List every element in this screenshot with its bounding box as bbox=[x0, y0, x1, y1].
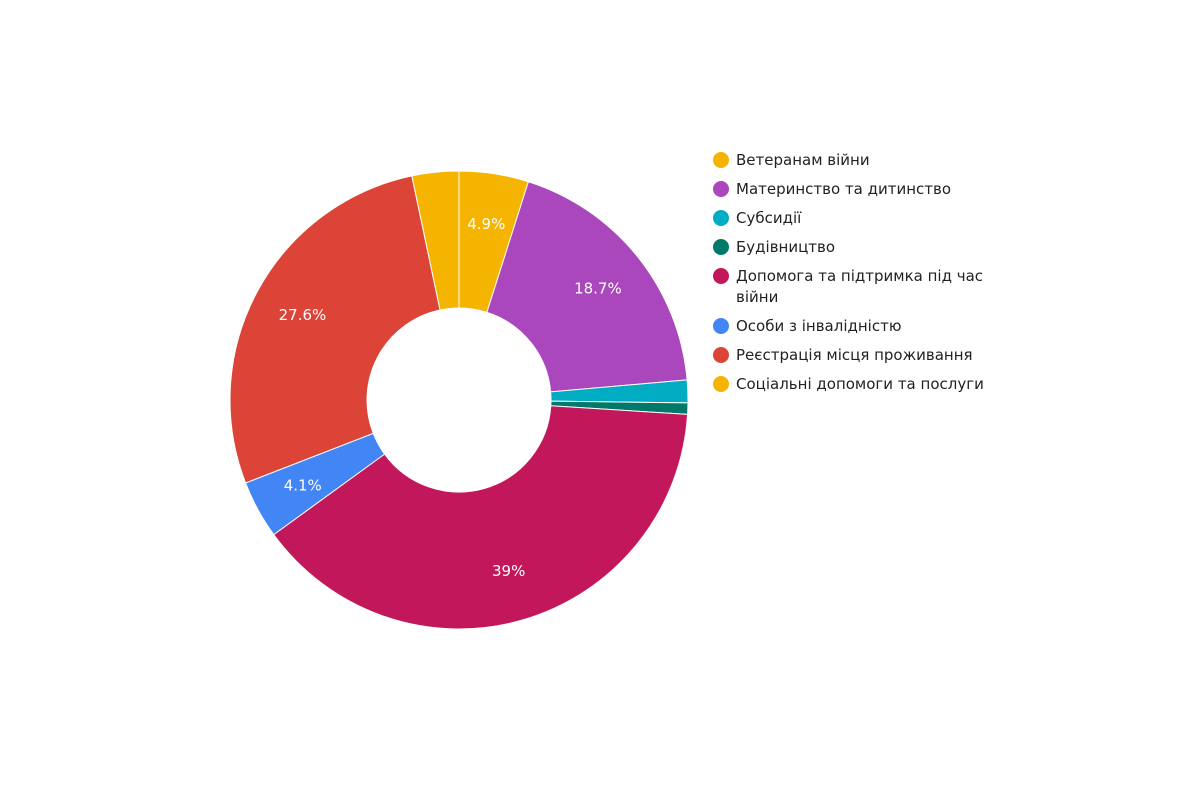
legend-swatch bbox=[713, 376, 729, 392]
slice-label-материнство-та-дитинство: 18.7% bbox=[574, 280, 622, 298]
slice-реєстрація-місця-проживання[interactable] bbox=[229, 175, 441, 484]
legend-swatch bbox=[713, 152, 729, 168]
legend-swatch bbox=[713, 239, 729, 255]
legend-item-особи-з-інвалідністю[interactable]: Особи з інвалідністю bbox=[713, 316, 1013, 337]
legend-label: Материнство та дитинство bbox=[736, 180, 952, 198]
legend-item-будівництво[interactable]: Будівництво bbox=[713, 237, 1013, 258]
legend-swatch bbox=[713, 318, 729, 334]
chart-legend: Ветеранам війни Материнство та дитинство С… bbox=[713, 150, 1013, 403]
legend-swatch bbox=[713, 347, 729, 363]
legend-label: Особи з інвалідністю bbox=[736, 317, 902, 335]
slice-допомога-та-підтримка-під-час-війни[interactable] bbox=[273, 405, 689, 630]
legend-swatch bbox=[713, 210, 729, 226]
legend-item-субсидії[interactable]: Субсидії bbox=[713, 208, 1013, 229]
legend-label: Допомога та підтримка під час війни bbox=[736, 267, 984, 306]
legend-label: Субсидії bbox=[736, 209, 802, 227]
legend-label: Будівництво bbox=[736, 238, 836, 256]
legend-label: Ветеранам війни bbox=[736, 151, 870, 169]
slice-материнство-та-дитинство[interactable] bbox=[486, 181, 688, 393]
slice-соціальні-допомоги-та-послуги[interactable] bbox=[411, 170, 460, 311]
slice-label-особи-з-інвалідністю: 4.1% bbox=[284, 476, 322, 494]
legend-item-реєстрація-місця-проживання[interactable]: Реєстрація місця проживання bbox=[713, 345, 1013, 366]
slice-label-реєстрація-місця-проживання: 27.6% bbox=[279, 306, 327, 324]
legend-item-допомога-та-підтримка-під-час-війни[interactable]: Допомога та підтримка під час війни bbox=[713, 266, 1013, 308]
slice-label-допомога-та-підтримка-під-час-війни: 39% bbox=[492, 562, 525, 580]
legend-swatch bbox=[713, 268, 729, 284]
legend-item-соціальні-допомоги-та-послуги[interactable]: Соціальні допомоги та послуги bbox=[713, 374, 1013, 395]
legend-label: Соціальні допомоги та послуги bbox=[736, 375, 984, 393]
slice-label-ветеранам-війни: 4.9% bbox=[467, 215, 505, 233]
legend-label: Реєстрація місця проживання bbox=[736, 346, 973, 364]
legend-item-ветеранам-війни[interactable]: Ветеранам війни bbox=[713, 150, 1013, 171]
legend-item-материнство-та-дитинство[interactable]: Материнство та дитинство bbox=[713, 179, 1013, 200]
legend-swatch bbox=[713, 181, 729, 197]
